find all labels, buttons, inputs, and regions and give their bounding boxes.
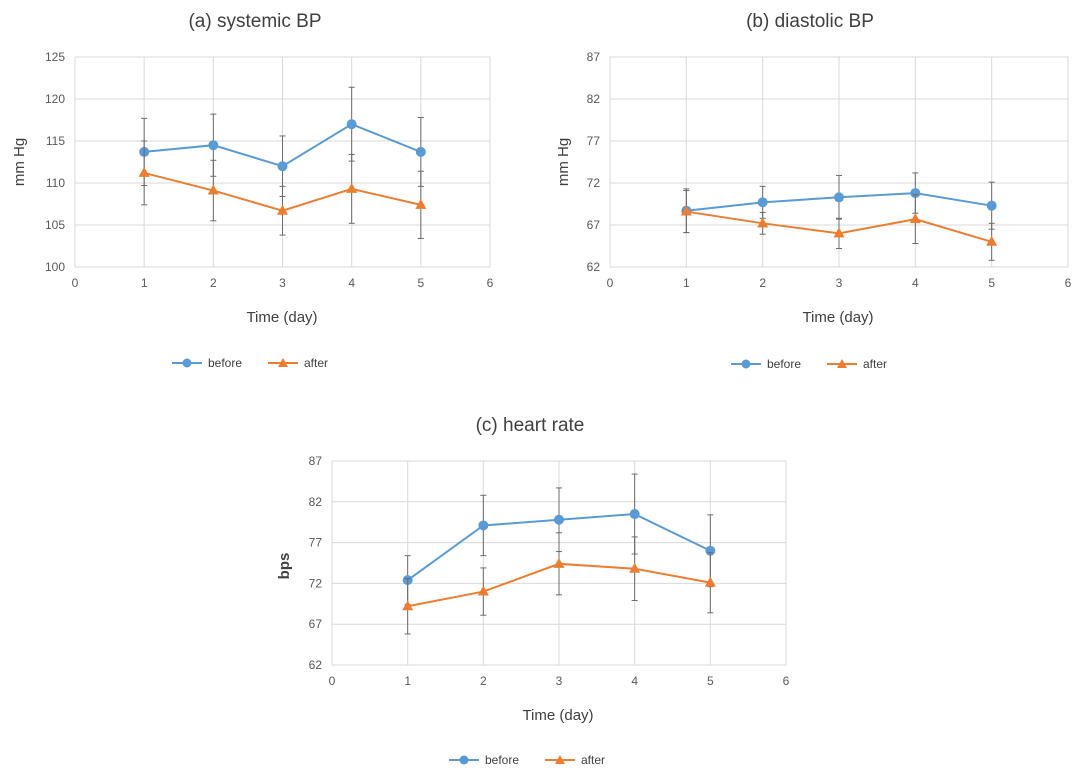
chart-c-before-point bbox=[629, 509, 640, 520]
chart-a-y-tick-label: 115 bbox=[46, 134, 65, 148]
chart-c-x-tick-label: 1 bbox=[404, 674, 411, 688]
chart-a-x-tick-label: 6 bbox=[487, 276, 494, 290]
chart-c-legend-before-label: before bbox=[485, 753, 519, 767]
chart-c-before-point bbox=[554, 514, 564, 525]
chart-b-y-tick-label: 67 bbox=[587, 218, 601, 232]
chart-b-y-tick-label: 87 bbox=[587, 50, 601, 64]
chart-panel-c: (c) heart rate Time (day) bps before aft… bbox=[276, 415, 790, 767]
chart-c-x-tick-label: 3 bbox=[556, 674, 563, 688]
chart-a-y-axis-label: mm Hg bbox=[11, 138, 28, 186]
chart-b-x-tick-label: 0 bbox=[607, 276, 614, 290]
chart-b-y-tick-label: 77 bbox=[587, 134, 601, 148]
chart-b-before-point bbox=[986, 200, 997, 211]
chart-c-title: (c) heart rate bbox=[476, 415, 585, 436]
chart-c-x-tick-label: 2 bbox=[480, 674, 487, 688]
chart-b-before-point bbox=[834, 192, 844, 203]
chart-b-x-tick-label: 5 bbox=[988, 276, 995, 290]
chart-a-after-point bbox=[346, 182, 358, 193]
chart-b-x-tick-label: 6 bbox=[1065, 276, 1072, 290]
chart-c-x-tick-label: 5 bbox=[707, 674, 714, 688]
chart-b-after-point bbox=[680, 205, 692, 216]
chart-b-x-tick-label: 1 bbox=[683, 276, 690, 290]
chart-b-y-tick-label: 82 bbox=[587, 92, 601, 106]
chart-a-legend-before-label: before bbox=[208, 356, 242, 370]
chart-a-legend-after-marker bbox=[278, 358, 288, 367]
chart-c-x-axis-label: Time (day) bbox=[522, 707, 593, 724]
chart-c-y-tick-label: 72 bbox=[309, 576, 323, 590]
chart-b-x-tick-label: 4 bbox=[912, 276, 919, 290]
chart-c-y-tick-label: 87 bbox=[309, 454, 323, 468]
chart-b-plot-area bbox=[609, 56, 1069, 268]
chart-a-x-tick-label: 4 bbox=[348, 276, 355, 290]
chart-b-legend-before-label: before bbox=[767, 357, 801, 371]
chart-c-legend-before-marker bbox=[459, 755, 469, 765]
chart-c-before-point bbox=[478, 520, 489, 531]
chart-b-x-tick-label: 2 bbox=[759, 276, 766, 290]
chart-a-x-tick-label: 0 bbox=[72, 276, 79, 290]
chart-c-x-tick-label: 6 bbox=[783, 674, 790, 688]
chart-b-y-axis-label: mm Hg bbox=[555, 138, 572, 186]
chart-c-legend-after-marker bbox=[555, 755, 565, 764]
chart-b-after-point bbox=[833, 227, 845, 238]
chart-c-after-point bbox=[629, 562, 641, 573]
chart-b-x-tick-label: 3 bbox=[836, 276, 843, 290]
chart-c-y-tick-label: 82 bbox=[309, 495, 323, 509]
chart-b-before-point bbox=[910, 188, 921, 199]
chart-a-y-tick-label: 120 bbox=[45, 92, 65, 106]
chart-a-y-tick-label: 125 bbox=[45, 50, 65, 64]
chart-a-legend-before-marker bbox=[182, 358, 192, 368]
chart-c-y-tick-label: 77 bbox=[309, 536, 323, 550]
chart-a-legend: before after bbox=[172, 356, 328, 370]
chart-c-x-tick-label: 4 bbox=[631, 674, 638, 688]
chart-c-x-tick-label: 0 bbox=[329, 674, 336, 688]
chart-a-y-tick-label: 110 bbox=[46, 176, 65, 190]
chart-a-after-point bbox=[415, 198, 427, 209]
chart-a-after-point bbox=[138, 166, 150, 177]
chart-c-legend-after-label: after bbox=[581, 753, 605, 767]
chart-c-y-tick-label: 62 bbox=[309, 658, 323, 672]
chart-c-before-point bbox=[705, 545, 716, 556]
chart-a-x-tick-label: 5 bbox=[417, 276, 424, 290]
chart-b-legend-before-marker bbox=[741, 359, 751, 369]
chart-c-legend: before after bbox=[449, 753, 605, 767]
chart-c-after-point bbox=[477, 585, 489, 596]
chart-a-title: (a) systemic BP bbox=[188, 11, 321, 32]
chart-a-after-point bbox=[277, 204, 288, 215]
chart-b-legend-after-label: after bbox=[863, 357, 887, 371]
chart-a-before-point bbox=[277, 161, 288, 172]
chart-c-after-point bbox=[402, 600, 414, 611]
chart-a-after-point bbox=[207, 184, 219, 195]
chart-a-legend-after-label: after bbox=[304, 356, 328, 370]
chart-a-plot-area bbox=[74, 56, 491, 268]
chart-a-x-tick-label: 3 bbox=[279, 276, 286, 290]
chart-b-y-tick-label: 72 bbox=[587, 176, 601, 190]
chart-b-after-point bbox=[909, 213, 921, 224]
chart-a-before-point bbox=[415, 146, 426, 157]
chart-a-before-point bbox=[346, 119, 357, 130]
chart-a-y-tick-label: 105 bbox=[45, 218, 65, 232]
chart-c-y-tick-label: 67 bbox=[309, 617, 323, 631]
chart-b-title: (b) diastolic BP bbox=[746, 11, 874, 32]
chart-c-after-point bbox=[553, 557, 565, 568]
chart-b-x-axis-label: Time (day) bbox=[802, 309, 873, 326]
chart-a-x-tick-label: 2 bbox=[210, 276, 217, 290]
chart-a-x-axis-label: Time (day) bbox=[246, 309, 317, 326]
chart-c-y-axis-label: bps bbox=[276, 553, 293, 580]
chart-b-y-tick-label: 62 bbox=[587, 260, 601, 274]
chart-b-after-point bbox=[757, 217, 769, 228]
chart-a-x-tick-label: 1 bbox=[141, 276, 148, 290]
chart-a-before-point bbox=[208, 140, 219, 151]
chart-c-plot-area bbox=[331, 460, 787, 666]
chart-panel-b: (b) diastolic BP Time (day) mm Hg before… bbox=[555, 11, 1072, 371]
chart-panel-a: (a) systemic BP Time (day) mm Hg before … bbox=[11, 11, 494, 370]
chart-b-before-point bbox=[757, 197, 768, 208]
chart-a-y-tick-label: 100 bbox=[45, 260, 65, 274]
chart-b-after-point bbox=[986, 235, 998, 246]
chart-c-after-point bbox=[704, 576, 716, 587]
chart-b-legend-after-marker bbox=[837, 359, 847, 368]
chart-b-legend: before after bbox=[731, 357, 887, 371]
